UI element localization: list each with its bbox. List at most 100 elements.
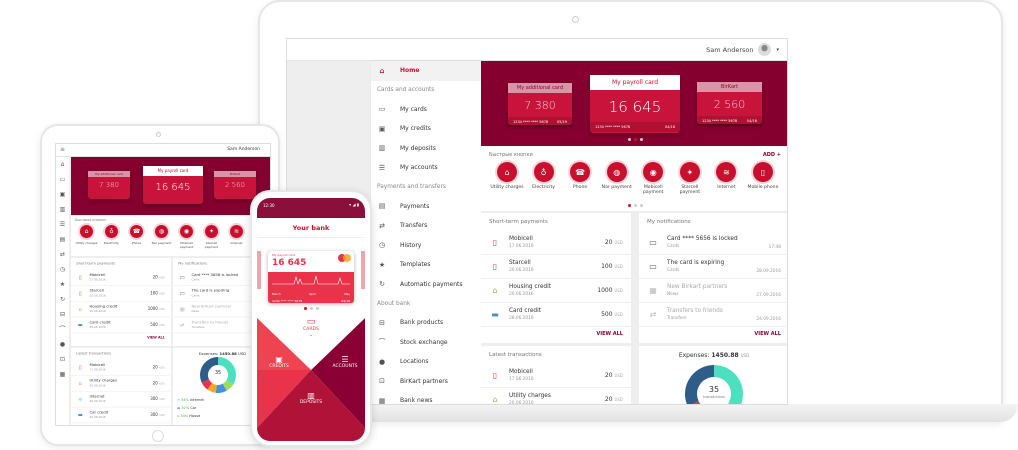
list-item[interactable]: ▯ Mobicell 17.06.2016 20 USD <box>481 231 631 255</box>
list-item[interactable]: ▯ Mobicell 17.06.2016 20 USD <box>71 360 170 376</box>
history-icon[interactable]: ◷ <box>59 266 66 273</box>
star-icon[interactable]: ★ <box>59 281 66 288</box>
quick-button[interactable]: ≋ Internet <box>225 225 248 249</box>
add-button[interactable]: ADD + <box>762 152 781 158</box>
home-icon[interactable]: ⌂ <box>60 161 65 168</box>
notification-item[interactable]: ▦ New Birkart partners News 27.09.2016 <box>639 279 787 303</box>
donut-segment <box>207 382 217 393</box>
clock: 12:30 <box>263 203 275 208</box>
card-birkart[interactable]: BirKart 2 560 <box>214 171 256 199</box>
card-payroll[interactable]: My payroll card 16 645 <box>143 166 203 204</box>
list-icon[interactable]: ☰ <box>59 221 66 228</box>
item-amount: 100 USD <box>601 263 623 270</box>
quick-button[interactable]: ☎ Phone <box>562 162 598 195</box>
partners-icon[interactable]: ⊡ <box>59 356 66 363</box>
quick-button[interactable]: ♁ Electricity <box>100 225 123 249</box>
user-name[interactable]: Sam Anderson <box>227 147 260 152</box>
quick-button[interactable]: ◍ Nar payment <box>150 225 173 249</box>
quick-button[interactable]: ✦ Starcell payment <box>672 162 708 195</box>
sidebar-item-bank-products[interactable]: ⊟ Bank products <box>371 313 481 333</box>
list-item[interactable]: ⌂ Utility charges 20.06.2016 20 USD <box>71 376 170 392</box>
quick-button[interactable]: ◍ Nar payment <box>599 162 635 195</box>
item-date: 17.06.2016 <box>89 368 106 372</box>
sidebar-item-transfers[interactable]: ⇄ Transfers <box>371 216 481 236</box>
briefcase-icon[interactable]: ⊟ <box>59 311 66 318</box>
sidebar-item-birkart-partners[interactable]: ⊡ BirKart partners <box>371 372 481 392</box>
sidebar-item-my-cards[interactable]: ▭ My cards <box>371 100 481 120</box>
notification-item[interactable]: ▭ Card **** 5656 is locked Cards 17:48 <box>639 231 787 255</box>
sidebar-item-templates[interactable]: ★ Templates <box>371 255 481 275</box>
tile-credits[interactable]: ▣ CREDITS <box>261 355 297 369</box>
tile-deposits[interactable]: ▥ DEPOSITS <box>291 391 331 405</box>
credit-icon[interactable]: ▣ <box>59 191 66 198</box>
list-item[interactable]: ≋ Internet 20.06.2016 300 USD <box>71 392 170 408</box>
stock-icon[interactable]: ⌒ <box>59 326 66 333</box>
card-additional[interactable]: My additional card 7 380 <box>88 171 130 199</box>
quick-button[interactable]: ◉ Mobicell payment <box>175 225 198 249</box>
view-all-link[interactable]: VIEW ALL <box>596 331 623 337</box>
card-icon[interactable]: ▭ <box>59 176 66 183</box>
quick-button[interactable]: ◉ Mobicell payment <box>635 162 671 195</box>
sidebar-item-label: Payments <box>400 202 430 210</box>
card-birkart[interactable]: BirKart 2 560 1234 **** **** 5678 04/16 <box>697 82 762 126</box>
item-date: 17.06.2016 <box>89 278 106 282</box>
quick-button[interactable]: ⌂ Utility charges <box>75 225 98 249</box>
list-item[interactable]: ▬ Card credit 28.06.2016 500 USD <box>71 317 170 334</box>
list-item[interactable]: ⌂ Utility charges 20.06.2016 20 USD <box>481 388 631 404</box>
donut-segment <box>713 365 743 404</box>
quick-button[interactable]: ⌂ Utility charges <box>489 162 525 195</box>
tile-accounts[interactable]: ☰ ACCOUNTS <box>325 355 365 369</box>
news-icon[interactable]: ▦ <box>59 371 66 378</box>
item-text: Card credit 28.06.2016 <box>89 321 150 330</box>
sidebar-item-home[interactable]: ⌂ Home <box>371 61 481 81</box>
card-additional[interactable]: My additional card 7 380 1234 **** **** … <box>508 83 572 127</box>
wifi-icon: ≋ <box>177 398 182 402</box>
news-icon: ▦ <box>649 286 657 295</box>
sidebar-item-automatic-payments[interactable]: ↻ Automatic payments <box>371 275 481 295</box>
sidebar-item-payments[interactable]: ▤ Payments <box>371 197 481 217</box>
list-item[interactable]: ⌂ Housing credit 20.06.2016 1000 USD <box>71 302 170 318</box>
sidebar-item-locations[interactable]: ● Locations <box>371 352 481 372</box>
sidebar-item-history[interactable]: ◷ History <box>371 236 481 256</box>
item-date: 20.06.2016 <box>509 268 534 273</box>
quick-button[interactable]: ♁ Electricity <box>526 162 562 195</box>
wallet-icon[interactable]: ▤ <box>59 236 66 243</box>
quick-button[interactable]: ✦ Starcell payment <box>200 225 223 249</box>
quick-dots[interactable] <box>481 204 787 207</box>
notification-item[interactable]: ▭ The card is expiring Cards 28.09.2016 <box>639 255 787 279</box>
list-item[interactable]: ▬ Car credit 28.06.2016 300 USD <box>71 407 170 424</box>
tile-cards[interactable]: ▭ CARDS ⌄ <box>291 317 331 338</box>
item-name: New Birkart partners <box>667 284 728 290</box>
user-menu[interactable]: Sam Anderson ▾ <box>706 43 779 56</box>
list-item[interactable]: ▬ Card credit 28.06.2016 500 USD <box>481 303 631 327</box>
payroll-card[interactable]: My payroll card 16 645 March April May 123… <box>268 251 354 303</box>
list-item[interactable]: ▯ Starcell 20.06.2016 100 USD <box>71 286 170 302</box>
quick-button[interactable]: ≋ Internet <box>708 162 744 195</box>
sidebar-item-bank-news[interactable]: ▦ Bank news <box>371 391 481 404</box>
sidebar-item-stock-exchange[interactable]: ⌒ Stock exchange <box>371 333 481 353</box>
list-item[interactable]: ⌂ Housing credit 20.06.2016 1000 USD <box>481 279 631 303</box>
item-date: News <box>667 292 679 297</box>
refresh-icon: ↻ <box>379 280 385 289</box>
carousel-dots[interactable] <box>481 138 787 141</box>
list-item[interactable]: ▯ Mobicell 17.06.2016 20 USD <box>481 364 631 388</box>
sidebar-item-my-accounts[interactable]: ☰ My accounts <box>371 158 481 178</box>
expenses-title: Expenses: 1450.88 USD <box>639 346 787 359</box>
list-item[interactable]: ▯ Starcell 20.06.2016 100 USD <box>481 255 631 279</box>
notification-item[interactable]: ⇄ Transfers to friends Transfers 24.09.2016 <box>639 303 787 327</box>
menu-icon[interactable]: ≡ <box>60 146 66 153</box>
item-time: 28.09.2016 <box>756 269 781 274</box>
quick-button[interactable]: ▯ Mobile phone <box>745 162 781 195</box>
quick-button[interactable]: ☎ Phone <box>125 225 148 249</box>
carousel-dots[interactable] <box>257 307 365 310</box>
refresh-icon[interactable]: ↻ <box>59 296 66 303</box>
view-all-link[interactable]: VIEW ALL <box>754 331 781 337</box>
list-item[interactable]: ▯ Mobicell 17.06.2016 20 USD <box>71 270 170 286</box>
location-icon[interactable]: ● <box>59 341 66 348</box>
sidebar-item-my-credits[interactable]: ▣ My credits <box>371 119 481 139</box>
short-term-view-all[interactable]: VIEW ALL <box>147 335 165 340</box>
card-payroll[interactable]: My payroll card 16 645 1234 **** **** 56… <box>590 75 680 133</box>
deposit-icon[interactable]: ▥ <box>59 206 66 213</box>
sidebar-item-my-deposits[interactable]: ▥ My deposits <box>371 139 481 159</box>
transfer-icon[interactable]: ⇄ <box>59 251 66 258</box>
